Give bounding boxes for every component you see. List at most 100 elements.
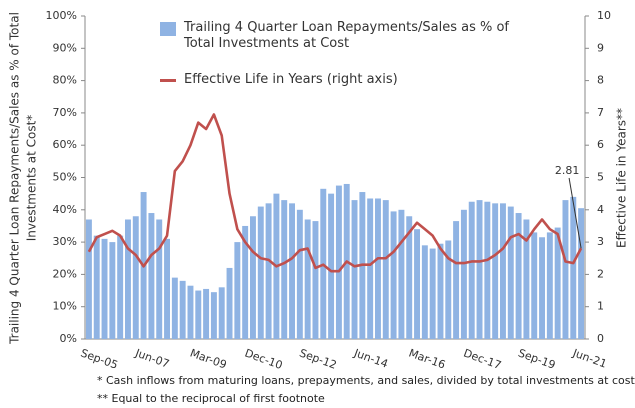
y2-tick-label: 10 <box>597 9 611 22</box>
bar <box>203 288 210 339</box>
x-tick-label: Dec-10 <box>243 346 284 372</box>
x-tick-label: Mar-16 <box>407 346 447 371</box>
bar <box>515 213 522 339</box>
y2-tick-label: 5 <box>597 171 604 184</box>
y-tick-label: 40% <box>53 203 77 216</box>
y2-tick-label: 7 <box>597 106 604 119</box>
x-tick-label: Sep-19 <box>516 346 557 371</box>
bar <box>148 213 155 339</box>
bar <box>476 200 483 339</box>
bar <box>234 242 241 339</box>
bar <box>187 285 194 339</box>
y2-axis-title: Effective Life in Years** <box>615 108 629 248</box>
bar <box>437 243 444 339</box>
bar <box>398 209 405 339</box>
y-axis-title: Investments at Cost* <box>25 115 39 242</box>
bar <box>414 229 420 339</box>
bar <box>328 193 335 339</box>
bar <box>242 225 249 339</box>
y-axis-title: Trailing 4 Quarter Loan Repayments/Sales… <box>8 12 22 345</box>
bar <box>218 287 225 339</box>
bar <box>257 206 264 339</box>
y-tick-label: 70% <box>53 106 77 119</box>
bar <box>484 201 491 339</box>
bar <box>296 209 303 339</box>
bar <box>460 209 467 339</box>
y2-tick-label: 4 <box>597 203 604 216</box>
bar <box>132 216 139 339</box>
x-tick-label: Dec-17 <box>462 346 503 372</box>
x-tick-label: Sep-05 <box>79 346 120 371</box>
bar <box>109 242 116 339</box>
y-tick-label: 30% <box>53 235 77 248</box>
legend-line: Effective Life in Years (right axis) <box>160 72 510 88</box>
legend-swatch <box>160 22 176 36</box>
bar <box>375 198 381 339</box>
footnote: * Cash inflows from maturing loans, prep… <box>97 374 635 387</box>
bar <box>421 245 428 339</box>
bar <box>539 237 545 339</box>
bar <box>93 235 100 339</box>
bar <box>492 203 499 339</box>
bar <box>351 200 358 339</box>
bar <box>226 267 233 339</box>
bar <box>179 280 186 339</box>
bar <box>546 232 553 339</box>
y-tick-label: 20% <box>53 267 77 280</box>
y2-tick-label: 9 <box>597 41 604 54</box>
y2-tick-label: 8 <box>597 74 604 87</box>
bar <box>312 221 319 339</box>
bar <box>570 196 577 339</box>
bar <box>507 206 514 339</box>
y-tick-label: 100% <box>46 9 77 22</box>
bar <box>156 219 163 339</box>
legend-swatch <box>160 79 176 82</box>
y-tick-label: 60% <box>53 138 77 151</box>
bar <box>390 211 397 339</box>
bar <box>164 238 170 339</box>
y2-tick-label: 6 <box>597 138 604 151</box>
y-tick-label: 80% <box>53 74 77 87</box>
bar <box>468 201 475 339</box>
bar <box>210 292 217 339</box>
y2-tick-label: 2 <box>597 267 604 280</box>
bar <box>367 198 374 339</box>
bar <box>445 240 452 339</box>
y2-tick-label: 0 <box>597 332 604 345</box>
x-tick-label: Jun-07 <box>133 346 171 371</box>
bar <box>429 248 436 339</box>
bar <box>523 219 530 339</box>
x-tick-label: Sep-12 <box>298 346 339 371</box>
y-tick-label: 0% <box>60 332 77 345</box>
line <box>87 113 583 273</box>
bar <box>171 277 178 339</box>
legend-label: Trailing 4 Quarter Loan Repayments/Sales… <box>184 20 509 51</box>
y2-tick-label: 3 <box>597 235 604 248</box>
bar <box>335 185 342 339</box>
bar <box>101 238 108 339</box>
bar <box>265 203 272 339</box>
bar <box>562 200 569 339</box>
bar <box>382 200 389 339</box>
bar <box>195 290 202 339</box>
x-tick-label: Mar-09 <box>188 346 228 371</box>
legend-bar: Trailing 4 Quarter Loan Repayments/Sales… <box>160 20 510 52</box>
y-tick-label: 50% <box>53 171 77 184</box>
bar <box>85 219 92 339</box>
bar <box>554 227 561 339</box>
bar <box>531 232 538 339</box>
bar <box>304 219 311 339</box>
bar <box>281 200 288 339</box>
bar <box>406 216 413 339</box>
data-label: 2.81 <box>555 164 580 177</box>
bar <box>578 208 585 339</box>
y-tick-label: 10% <box>53 300 77 313</box>
x-tick-label: Jun-14 <box>351 346 389 371</box>
y-tick-label: 90% <box>53 41 77 54</box>
bar <box>500 203 506 339</box>
bar <box>125 219 131 339</box>
bar <box>289 203 295 339</box>
bar <box>453 221 460 339</box>
